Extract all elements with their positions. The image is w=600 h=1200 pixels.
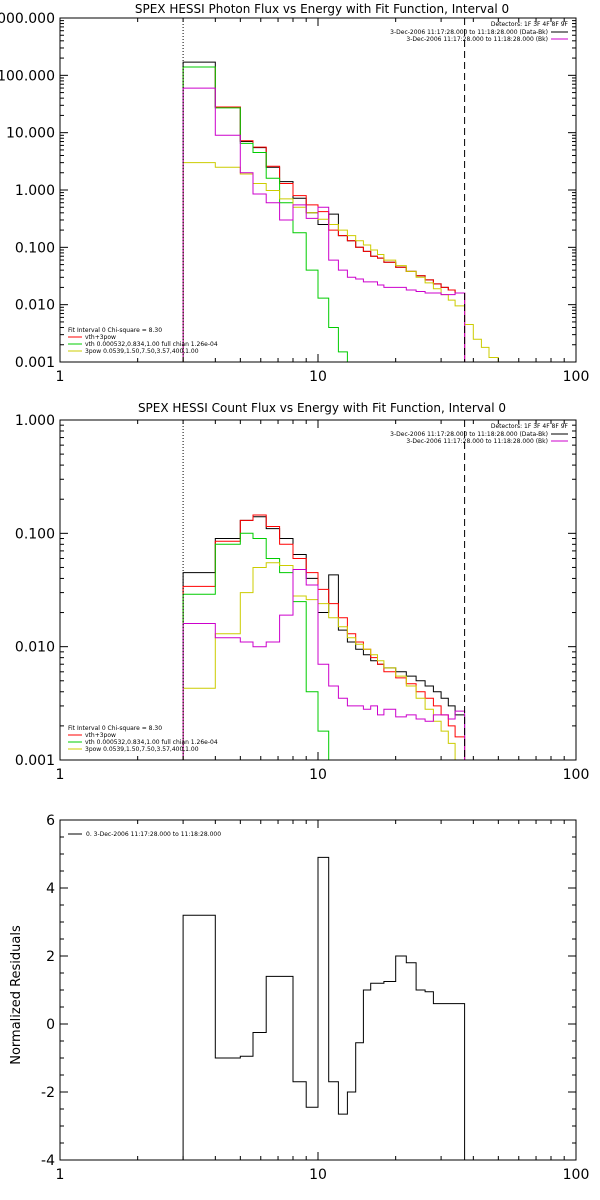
legend-label: 3-Dec-2006 11:17:28.000 to 11:18:28.000 … <box>406 438 548 445</box>
legend-label: 3-Dec-2006 11:17:28.000 to 11:18:28.000 … <box>390 29 548 36</box>
y-tick-label: -2 <box>41 1085 55 1101</box>
x-tick-label: 100 <box>563 369 590 385</box>
y-tick-label: 0.001 <box>15 355 55 371</box>
legend-label: vth+3pow <box>85 732 116 739</box>
x-tick-label: 1 <box>56 767 65 783</box>
y-tick-label: 6 <box>46 813 55 829</box>
legend-label: 3-Dec-2006 11:17:28.000 to 11:18:28.000 … <box>406 36 548 43</box>
chart-title: SPEX HESSI Photon Flux vs Energy with Fi… <box>135 2 509 16</box>
x-tick-label: 100 <box>563 767 590 783</box>
y-tick-label: -4 <box>41 1153 55 1169</box>
y-tick-label: 0.010 <box>15 298 55 314</box>
x-tick-label: 10 <box>309 767 327 783</box>
legend-label: vth+3pow <box>85 334 116 341</box>
photon-flux-panel: SPEX HESSI Photon Flux vs Energy with Fi… <box>0 2 589 385</box>
plot-area: 1 10 100 0.001 0.010 0.100 1.000 10.000 100.000 1… <box>0 11 589 385</box>
x-tick-label: 1 <box>56 1167 65 1183</box>
series-line <box>182 856 466 1160</box>
chart-title: SPEX HESSI Count Flux vs Energy with Fit… <box>138 401 506 415</box>
count-flux-panel: SPEX HESSI Count Flux vs Energy with Fit… <box>15 401 589 783</box>
y-tick-label: 1.000 <box>15 183 55 199</box>
plot-area: 1 10 100 -4 -2 0 2 4 6 0. 3-Dec-2006 11:17:28.000… <box>41 813 589 1183</box>
plot-area: 1 10 100 0.001 0.010 0.100 1.000 Detectors: 1F … <box>15 413 589 783</box>
residuals-panel: Normalized Residuals 1 10 100 -4 -2 0 2 4 6 0. 3-… <box>9 813 589 1183</box>
y-tick-label: 0.100 <box>15 526 55 542</box>
x-tick-label: 100 <box>563 1167 590 1183</box>
legend-header: Fit Interval 0 Chi-square = 8.30 <box>68 725 162 732</box>
series-line <box>182 562 465 760</box>
y-tick-label: 0.010 <box>15 640 55 656</box>
y-tick-label: 100.000 <box>0 68 55 84</box>
series-line <box>182 569 466 760</box>
y-tick-label: 10.000 <box>6 126 55 142</box>
legend-label: 3-Dec-2006 11:17:28.000 to 11:18:28.000 … <box>390 431 548 438</box>
legend-label: 3pow 0.0539,1.50,7.50,3.57,400,1.00 <box>85 348 199 355</box>
series-line <box>182 532 348 760</box>
x-tick-label: 10 <box>309 369 327 385</box>
y-tick-label: 0 <box>46 1017 55 1033</box>
legend-label: vth 0.000532,0.834,1.00 full chian 1.26e… <box>85 739 218 746</box>
legend-header: Fit Interval 0 Chi-square = 8.30 <box>68 327 162 334</box>
y-tick-label: 4 <box>46 881 55 897</box>
series-group <box>182 514 466 760</box>
y-axis-label: Normalized Residuals <box>9 925 24 1065</box>
series-group <box>182 856 466 1160</box>
x-tick-label: 1 <box>56 369 65 385</box>
legend-label: vth 0.000532,0.834,1.00 full chian 1.26e… <box>85 341 218 348</box>
legend-label: 3pow 0.0539,1.50,7.50,3.57,400,1.00 <box>85 746 199 753</box>
legend-header: Detectors: 1F 3F 4F 8F 9F <box>491 21 569 28</box>
y-tick-label: 2 <box>46 949 55 965</box>
y-tick-label: 1.000 <box>15 413 55 429</box>
legend-header: Detectors: 1F 3F 4F 8F 9F <box>491 423 569 430</box>
series-line <box>182 87 466 362</box>
x-tick-label: 10 <box>309 1167 327 1183</box>
y-tick-label: 0.001 <box>15 753 55 769</box>
y-tick-label: 0.100 <box>15 240 55 256</box>
legend-label: 0. 3-Dec-2006 11:17:28.000 to 11:18:28.0… <box>86 831 221 838</box>
